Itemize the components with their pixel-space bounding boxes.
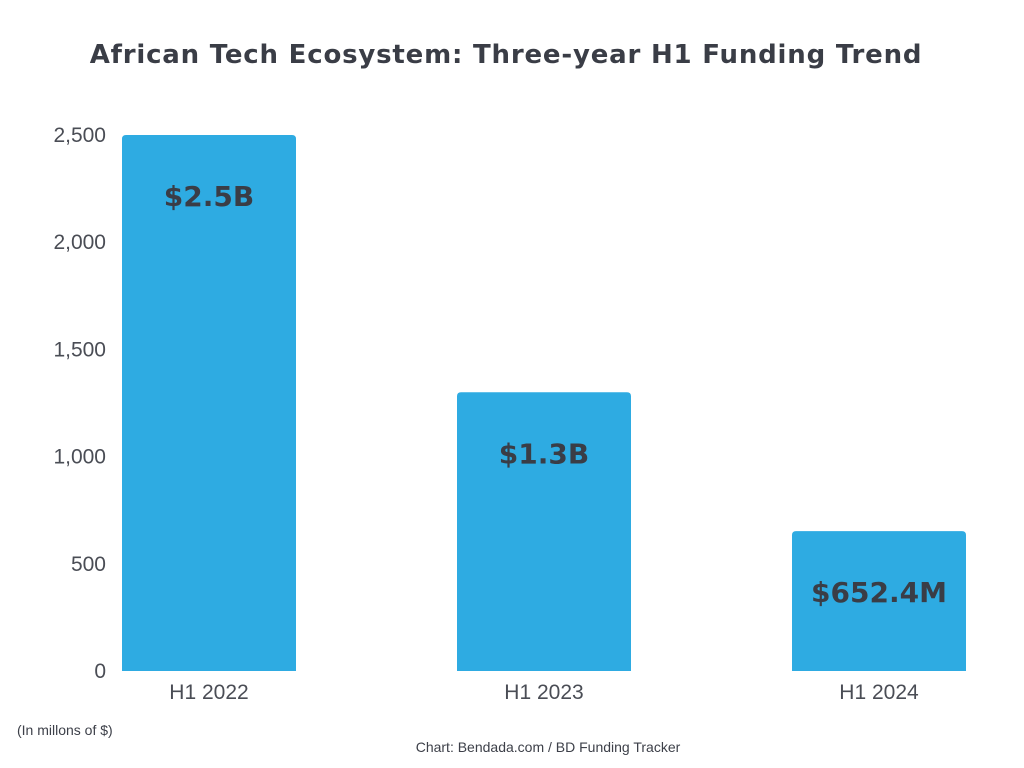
x-category-label: H1 2023 bbox=[504, 681, 583, 704]
x-axis: H1 2022 H1 2023 H1 2024 bbox=[169, 681, 919, 704]
data-label: $1.3B bbox=[499, 437, 589, 470]
y-tick-label: 500 bbox=[71, 553, 106, 576]
data-labels: $2.5B $1.3B $652.4M bbox=[164, 180, 947, 609]
y-tick-label: 1,000 bbox=[53, 446, 106, 469]
x-category-label: H1 2024 bbox=[839, 681, 919, 704]
y-tick-label: 1,500 bbox=[53, 338, 106, 361]
chart-title: African Tech Ecosystem: Three-year H1 Fu… bbox=[89, 40, 923, 70]
chart-source: Chart: Bendada.com / BD Funding Tracker bbox=[415, 739, 681, 755]
unit-note: (In millons of $) bbox=[17, 722, 113, 738]
bars bbox=[122, 135, 966, 671]
bar-h1-2023 bbox=[457, 392, 631, 671]
data-label: $652.4M bbox=[811, 576, 947, 609]
x-category-label: H1 2022 bbox=[169, 681, 248, 704]
y-axis: 0 500 1,000 1,500 2,000 2,500 bbox=[53, 124, 106, 683]
y-tick-label: 2,500 bbox=[53, 124, 106, 147]
y-tick-label: 2,000 bbox=[53, 231, 106, 254]
bar-h1-2024 bbox=[792, 531, 966, 671]
bar-h1-2022 bbox=[122, 135, 296, 671]
data-label: $2.5B bbox=[164, 180, 254, 213]
y-tick-label: 0 bbox=[94, 660, 106, 683]
